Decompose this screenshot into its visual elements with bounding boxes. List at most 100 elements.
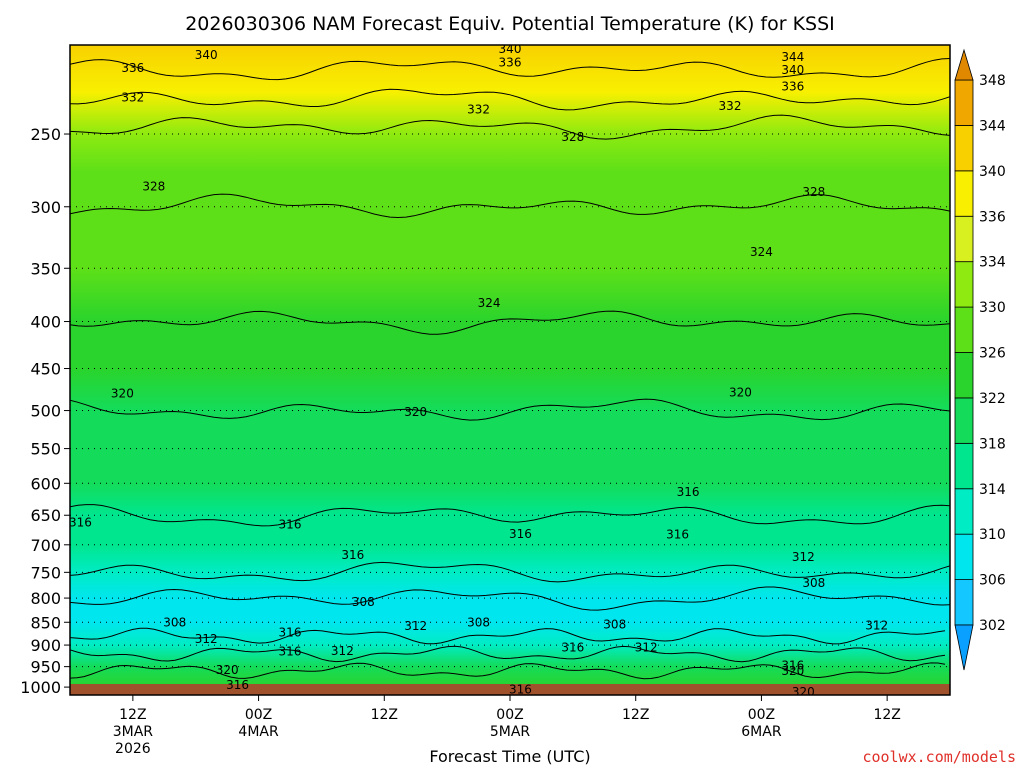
contour-label: 344 — [781, 50, 804, 64]
y-tick-label: 1000 — [20, 678, 61, 697]
contour-line — [70, 627, 946, 645]
contour-lines — [70, 58, 950, 680]
contour-label: 312 — [195, 632, 218, 646]
contour-label: 316 — [509, 527, 532, 541]
contour-label: 336 — [499, 56, 522, 70]
contour-line — [70, 645, 946, 663]
contour-label: 316 — [666, 527, 689, 541]
x-tick-label: 3MAR — [113, 724, 154, 740]
contour-label: 316 — [226, 678, 249, 692]
x-tick-label: 4MAR — [238, 724, 279, 740]
y-tick-label: 650 — [30, 506, 61, 525]
colorbar-label: 302 — [979, 618, 1006, 634]
y-tick-label: 600 — [30, 474, 61, 493]
y-tick-label: 250 — [30, 125, 61, 144]
x-tick-label: 12Z — [371, 707, 398, 723]
contour-line — [70, 586, 950, 611]
contour-label: 316 — [279, 645, 302, 659]
colorbar-label: 306 — [979, 573, 1006, 589]
contour-label: 320 — [729, 386, 752, 400]
contour-label: 332 — [467, 102, 490, 116]
x-tick-label: 12Z — [873, 707, 900, 723]
y-tick-label: 300 — [30, 198, 61, 217]
contour-label: 308 — [802, 576, 825, 590]
contour-label: 320 — [111, 386, 134, 400]
y-tick-label: 900 — [30, 636, 61, 655]
contour-label: 332 — [719, 99, 742, 113]
contour-label: 336 — [121, 61, 144, 75]
contour-line — [70, 398, 950, 421]
contour-label: 316 — [69, 516, 92, 530]
contour-line — [70, 58, 950, 81]
colorbar-label: 334 — [979, 255, 1006, 271]
x-axis-label: Forecast Time (UTC) — [429, 747, 590, 766]
x-tick-label: 6MAR — [741, 724, 782, 740]
contour-label: 320 — [781, 664, 804, 678]
contour-label: 312 — [792, 550, 815, 564]
colorbar-high-end — [954, 48, 974, 81]
contour-label: 328 — [802, 185, 825, 199]
colorbar-box — [954, 79, 974, 126]
x-tick-label: 12Z — [119, 707, 146, 723]
colorbar-box — [954, 397, 974, 444]
colorbar-label: 344 — [979, 118, 1006, 134]
y-tick-label: 500 — [30, 402, 61, 421]
contour-label: 320 — [404, 405, 427, 419]
y-tick-label: 850 — [30, 613, 61, 632]
colorbar-label: 326 — [979, 346, 1006, 362]
y-tick-label: 550 — [30, 440, 61, 459]
colorbar-box — [954, 533, 974, 580]
contour-label: 340 — [781, 63, 804, 77]
y-tick-label: 350 — [30, 259, 61, 278]
contour-label: 332 — [121, 90, 144, 104]
contour-label: 316 — [677, 485, 700, 499]
contour-label: 308 — [603, 618, 626, 632]
colorbar-label: 330 — [979, 300, 1006, 316]
colorbar-label: 336 — [979, 209, 1006, 225]
contour-line — [70, 561, 950, 583]
chart-title: 2026030306 NAM Forecast Equiv. Potential… — [185, 13, 835, 35]
x-tick-label: 12Z — [622, 707, 649, 723]
y-tick-label: 800 — [30, 589, 61, 608]
y-tick-label: 700 — [30, 536, 61, 555]
colorbar-box — [954, 261, 974, 308]
plot-background — [70, 45, 950, 695]
contour-label: 316 — [509, 682, 532, 696]
contour-label: 316 — [279, 517, 302, 531]
contour-label: 308 — [352, 595, 375, 609]
x-tick-label: 2026 — [115, 741, 151, 757]
x-tick-label: 5MAR — [490, 724, 531, 740]
contour-label: 312 — [331, 644, 354, 658]
credit-link[interactable]: coolwx.com/models — [862, 748, 1016, 766]
contour-line — [70, 310, 950, 335]
contour-line — [70, 114, 950, 140]
colorbar-label: 310 — [979, 527, 1006, 543]
y-tick-label: 750 — [30, 563, 61, 582]
contour-label: 316 — [781, 658, 804, 672]
contour-label: 340 — [499, 42, 522, 56]
colorbar: 302 306 310 314 318 322 326 330 334 336 340 344 348 — [954, 48, 1006, 671]
contour-label: 328 — [561, 130, 584, 144]
colorbar-box — [954, 442, 974, 490]
contour-line — [70, 193, 950, 219]
colorbar-box — [954, 170, 974, 217]
y-tick-label: 400 — [30, 313, 61, 332]
colorbar-box — [954, 352, 974, 399]
contour-label: 308 — [467, 615, 490, 629]
x-tick-label: 00Z — [748, 707, 775, 723]
contour-line — [70, 504, 950, 527]
contour-label: 316 — [561, 641, 584, 655]
colorbar-label: 314 — [979, 482, 1006, 498]
contour-line — [70, 662, 946, 680]
contour-label: 312 — [865, 619, 888, 633]
contour-label: 324 — [750, 245, 773, 259]
contour-label: 312 — [404, 619, 427, 633]
colorbar-label: 340 — [979, 164, 1006, 180]
y-axis: 250 300 350 400 450 500 550 600 650 700 750 800 850 9… — [20, 125, 70, 697]
x-tick-label: 00Z — [245, 707, 272, 723]
contour-label: 336 — [781, 80, 804, 94]
contour-label: 312 — [635, 640, 658, 654]
